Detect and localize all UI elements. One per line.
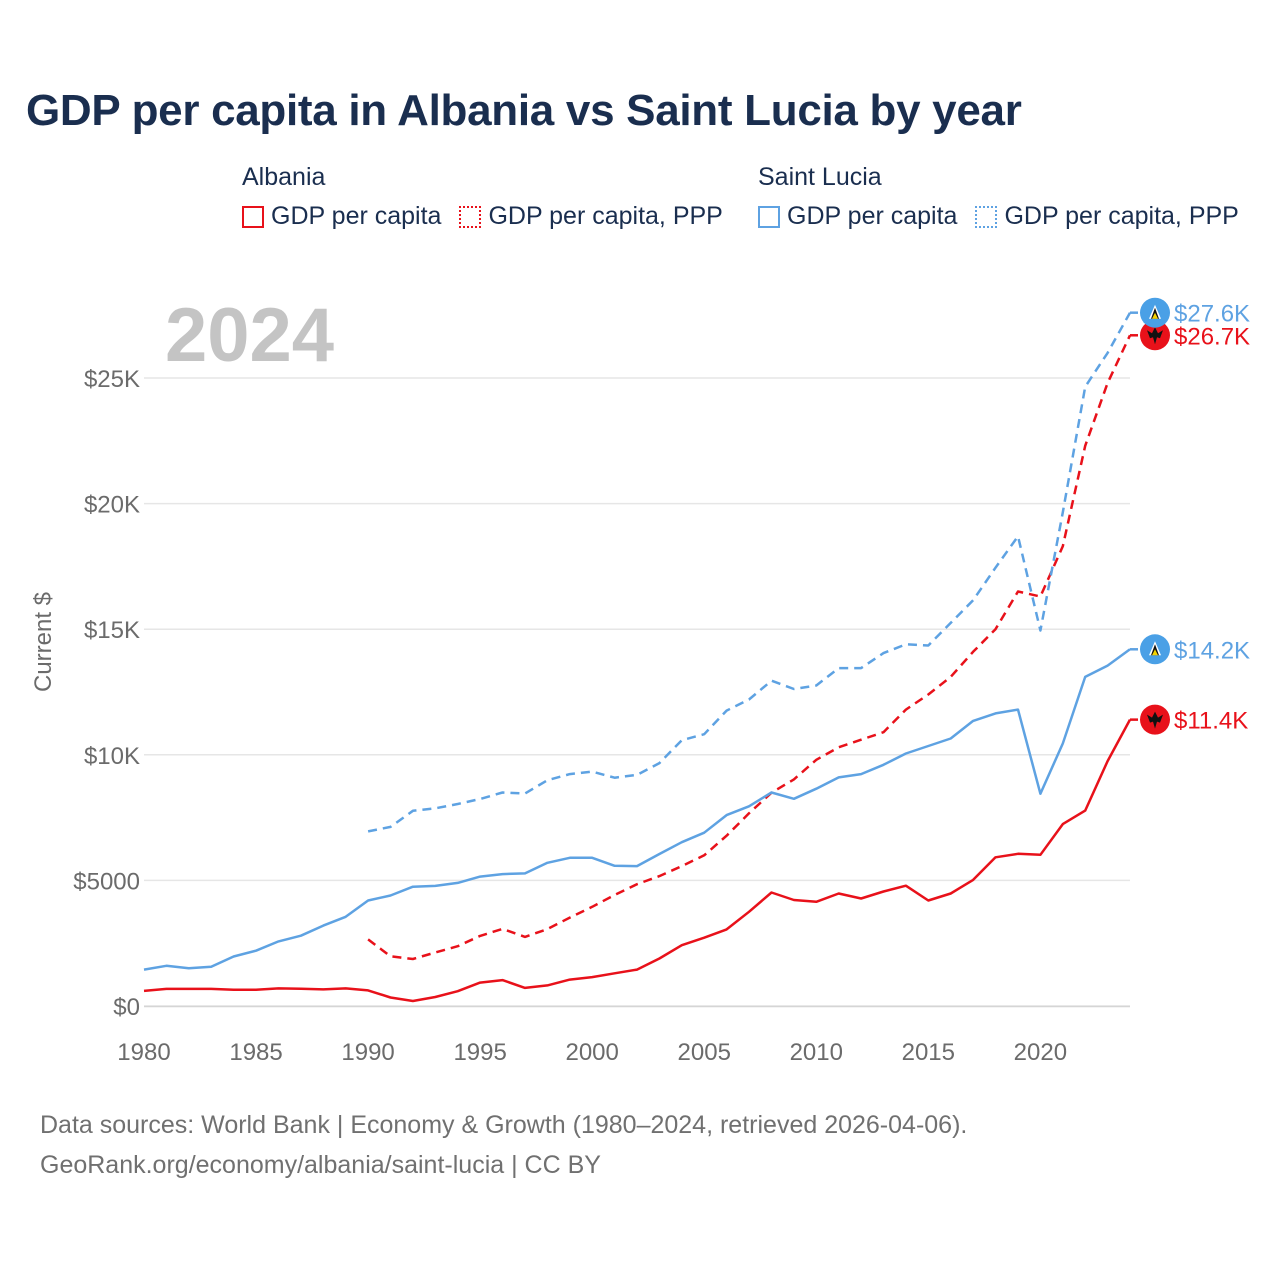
- legend-label: GDP per capita: [787, 202, 958, 230]
- year-display: 2024: [165, 293, 335, 378]
- legend-group-albania: Albania GDP per capita GDP per capita, P…: [242, 160, 723, 231]
- legend-item-albania-gdp[interactable]: GDP per capita: [242, 202, 441, 231]
- legend-swatch-dashed: [459, 205, 482, 228]
- x-tick-label: 2015: [902, 1039, 955, 1066]
- y-tick-label: $25K: [84, 366, 140, 393]
- albania-flag-icon: [1140, 320, 1170, 351]
- series-line: [143, 648, 1131, 971]
- x-tick-label: 2020: [1014, 1039, 1067, 1066]
- y-tick-label: $15K: [84, 617, 140, 644]
- series-line: [367, 312, 1132, 833]
- albania-flag-icon: [1140, 704, 1170, 735]
- legend-swatch-solid: [242, 205, 264, 228]
- legend-swatch-solid: [758, 205, 780, 228]
- x-tick-label: 2005: [678, 1039, 731, 1066]
- y-tick-label: $5000: [73, 868, 140, 895]
- legend-group-title: Saint Lucia: [758, 163, 882, 191]
- footer: Data sources: World Bank | Economy & Gro…: [40, 1105, 967, 1185]
- footer-attribution: GeoRank.org/economy/albania/saint-lucia …: [40, 1151, 601, 1179]
- footer-sources: Data sources: World Bank | Economy & Gro…: [40, 1111, 968, 1139]
- legend-item-saint-lucia-gdp[interactable]: GDP per capita: [758, 202, 957, 231]
- end-value-label: $14.2K: [1174, 637, 1250, 664]
- axes: $0 $5000 $10K $15K $20K $25K 1980 1985 1990 1995 2…: [30, 366, 1130, 1066]
- grid: [144, 377, 1130, 1007]
- series-line: [143, 719, 1132, 1003]
- x-tick-label: 2010: [790, 1039, 843, 1066]
- series-line: [367, 334, 1132, 961]
- legend-label: GDP per capita: [271, 202, 442, 230]
- x-tick-label: 1995: [453, 1039, 506, 1066]
- legend-swatch-dashed: [975, 205, 998, 228]
- x-tick-label: 1985: [229, 1039, 282, 1066]
- legend-item-albania-gdp-ppp[interactable]: GDP per capita, PPP: [459, 202, 723, 231]
- legend-item-saint-lucia-gdp-ppp[interactable]: GDP per capita, PPP: [975, 202, 1239, 231]
- end-value-label: $26.7K: [1174, 323, 1250, 350]
- y-tick-label: $20K: [84, 492, 140, 519]
- page-title: GDP per capita in Albania vs Saint Lucia…: [26, 86, 1022, 135]
- x-tick-label: 1990: [341, 1039, 394, 1066]
- legend-label: GDP per capita, PPP: [1004, 202, 1239, 230]
- end-value-label: $11.4K: [1174, 708, 1248, 735]
- series-layer: [143, 312, 1132, 1003]
- y-axis-title: Current $: [30, 592, 57, 692]
- end-labels: $11.4K $26.7K $14.2K $27.6K: [1130, 297, 1250, 735]
- legend-group-title: Albania: [242, 163, 326, 191]
- y-tick-label: $0: [113, 994, 140, 1021]
- x-tick-label: 2000: [565, 1039, 618, 1066]
- x-tick-label: 1980: [117, 1039, 170, 1066]
- end-value-label: $27.6K: [1174, 301, 1250, 328]
- legend-group-saint-lucia: Saint Lucia GDP per capita GDP per capit…: [758, 160, 1239, 231]
- saint-lucia-flag-icon: [1140, 297, 1170, 328]
- legend-label: GDP per capita, PPP: [488, 202, 723, 230]
- saint-lucia-flag-icon: [1140, 634, 1170, 665]
- y-tick-label: $10K: [84, 743, 140, 770]
